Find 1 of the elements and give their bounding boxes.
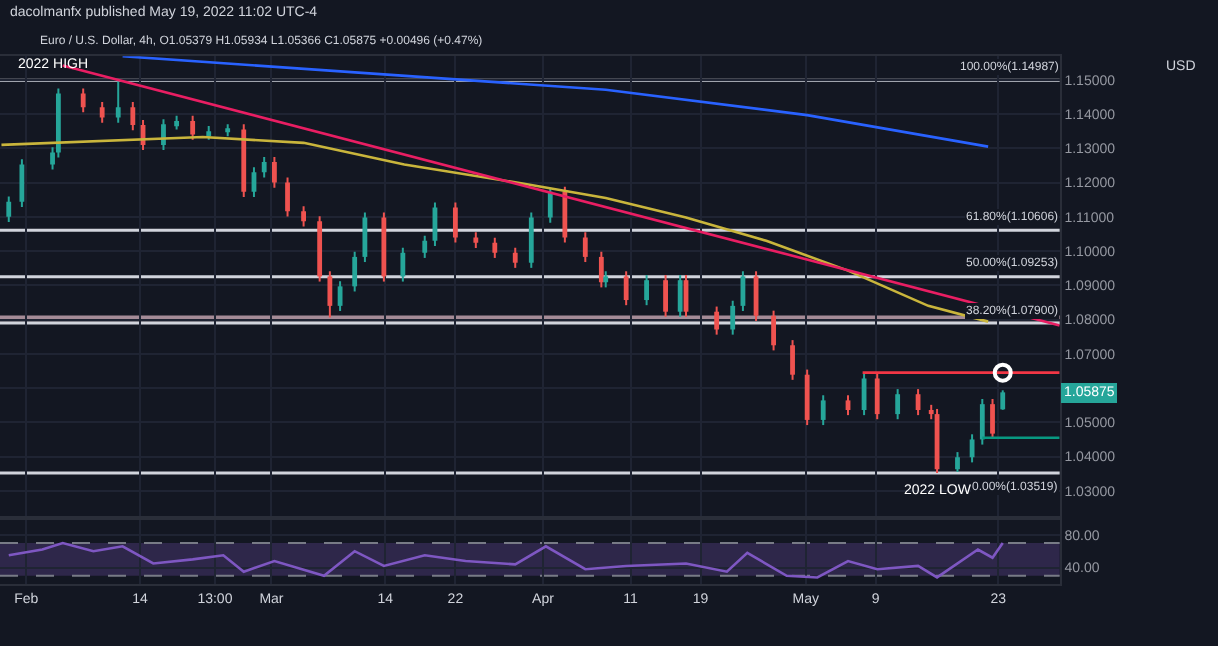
line-series (7, 541, 1005, 579)
